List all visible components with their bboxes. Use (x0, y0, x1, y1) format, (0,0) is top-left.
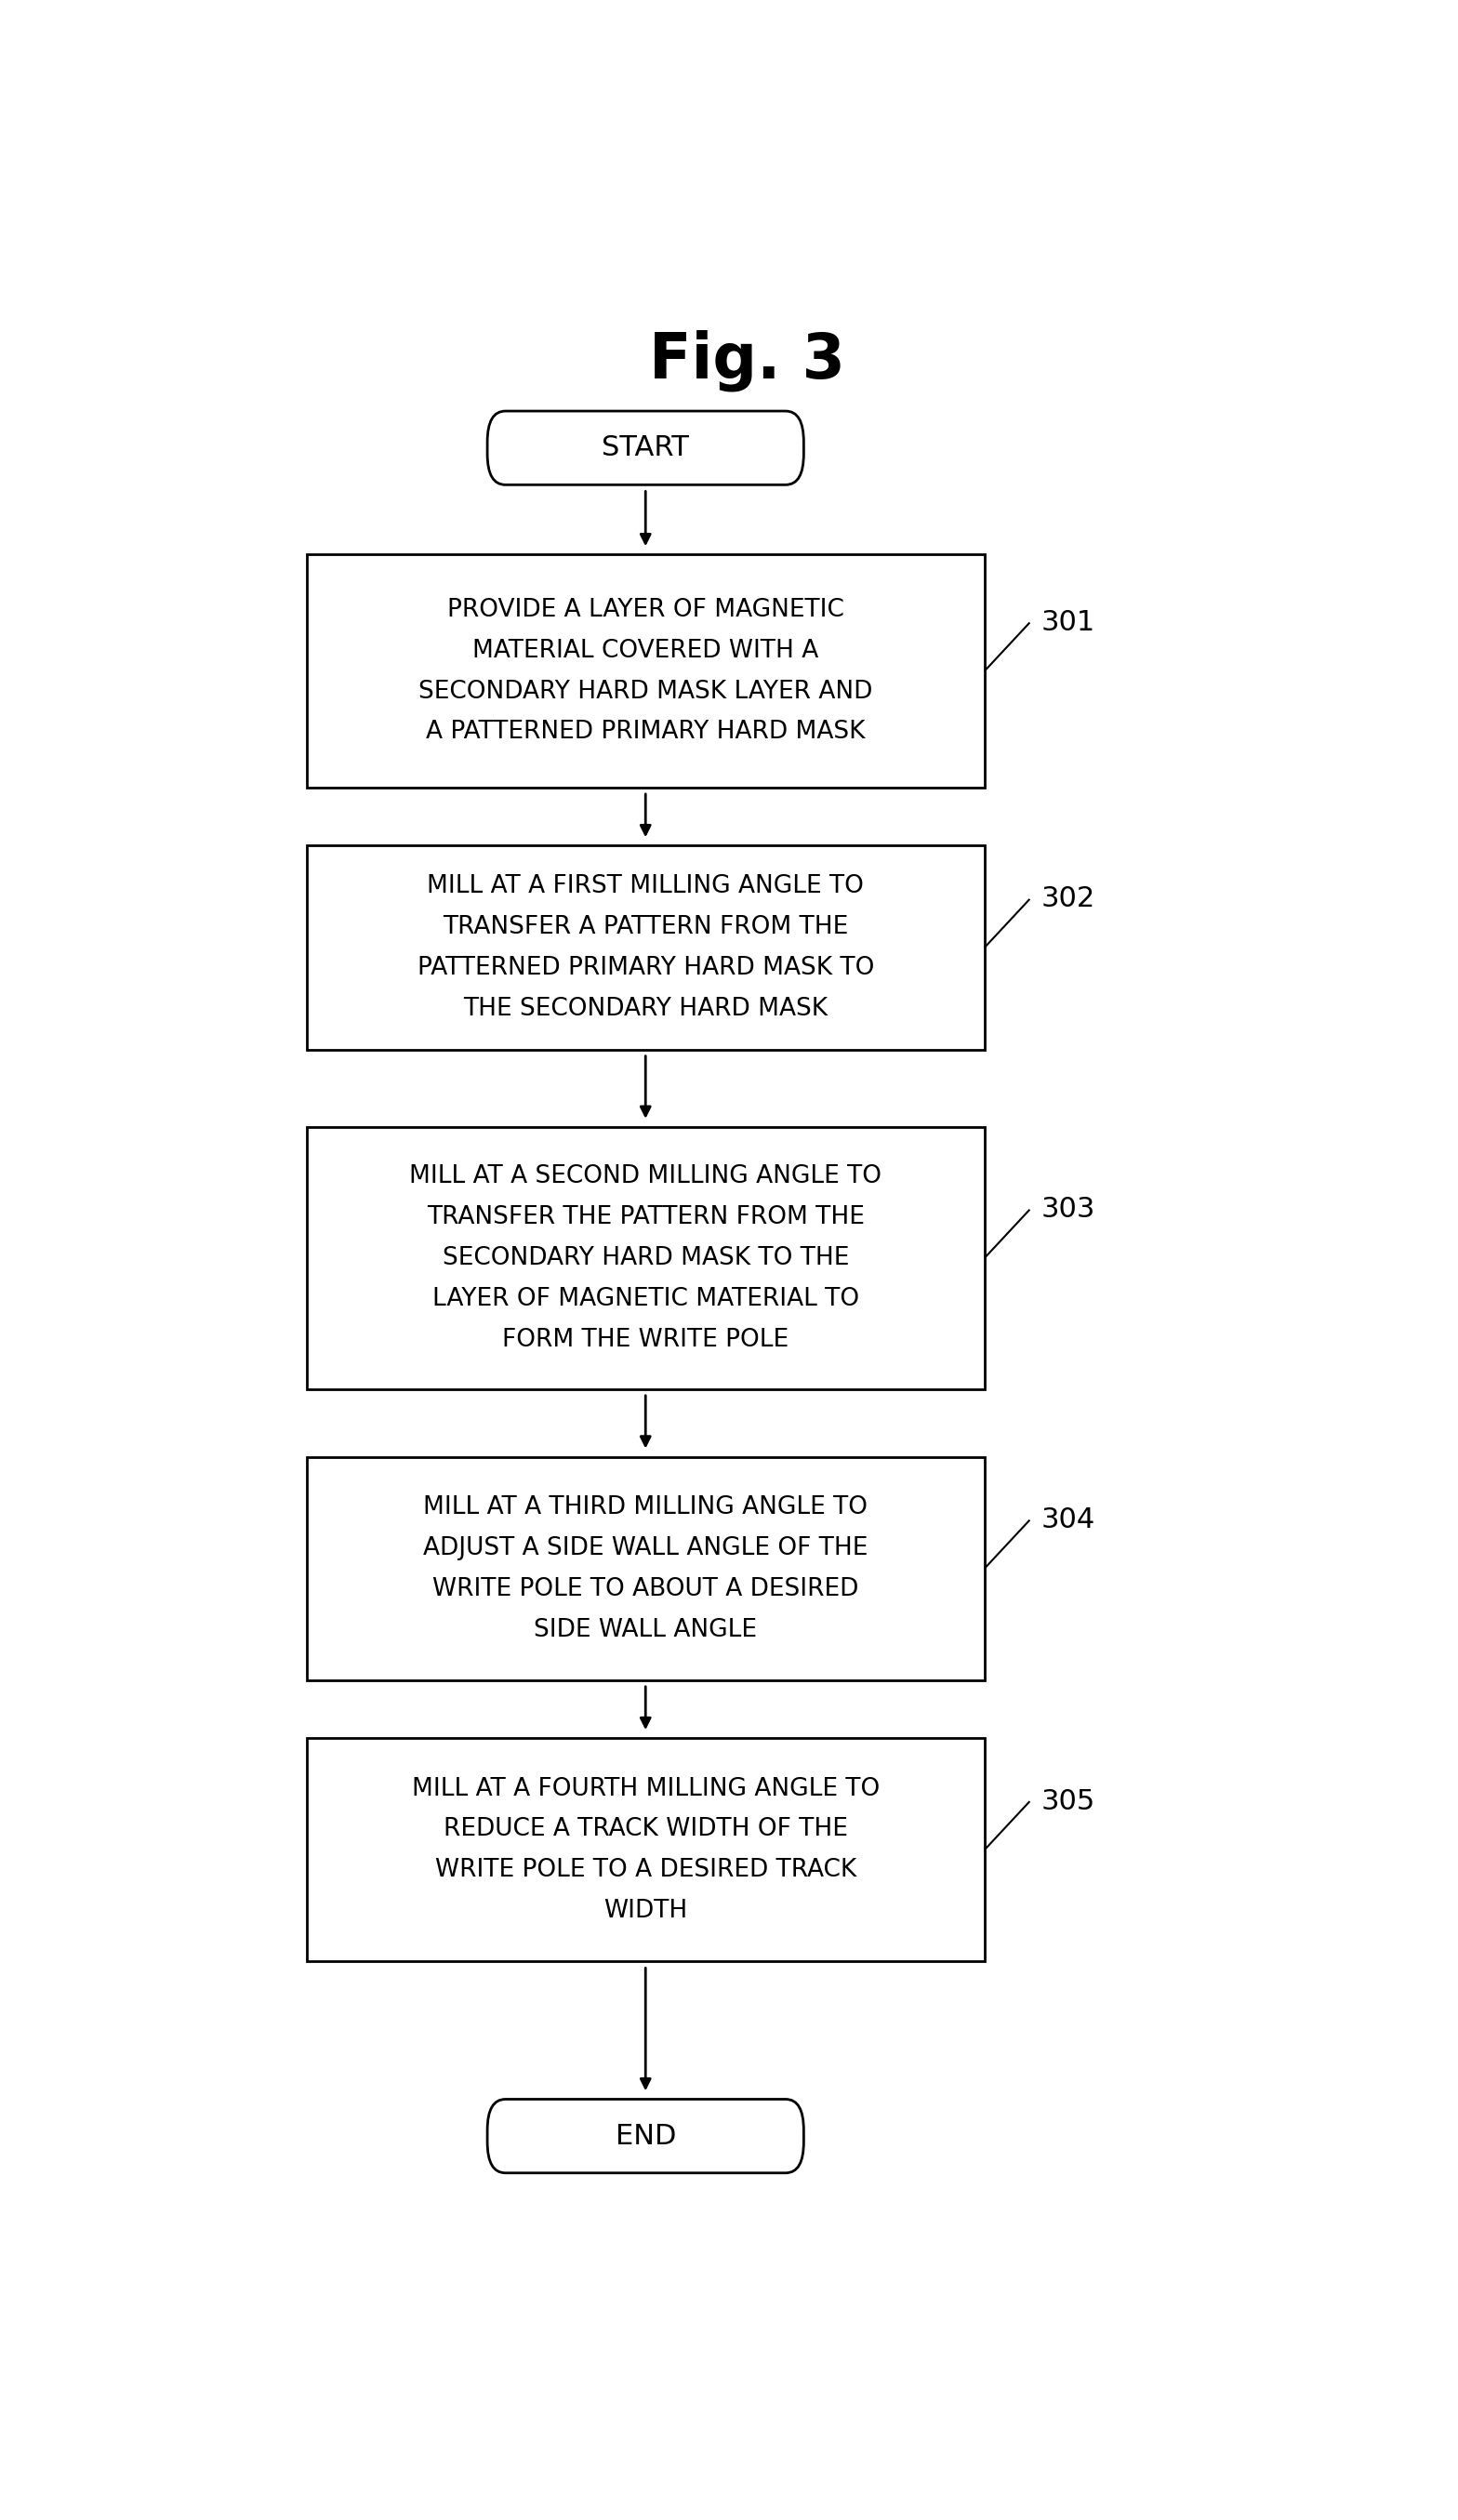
Text: WRITE POLE TO A DESIRED TRACK: WRITE POLE TO A DESIRED TRACK (434, 1857, 856, 1882)
Text: Fig. 3: Fig. 3 (649, 330, 846, 391)
Text: SECONDARY HARD MASK TO THE: SECONDARY HARD MASK TO THE (442, 1245, 849, 1270)
Text: SECONDARY HARD MASK LAYER AND: SECONDARY HARD MASK LAYER AND (418, 680, 872, 703)
Text: PATTERNED PRIMARY HARD MASK TO: PATTERNED PRIMARY HARD MASK TO (417, 955, 873, 980)
Text: WRITE POLE TO ABOUT A DESIRED: WRITE POLE TO ABOUT A DESIRED (433, 1578, 859, 1600)
Text: 304: 304 (1041, 1507, 1095, 1535)
Bar (306, 847, 984, 1048)
Bar (306, 1457, 984, 1681)
Text: 302: 302 (1041, 885, 1095, 912)
Bar (306, 1739, 984, 1961)
Text: MILL AT A THIRD MILLING ANGLE TO: MILL AT A THIRD MILLING ANGLE TO (423, 1494, 868, 1520)
Text: REDUCE A TRACK WIDTH OF THE: REDUCE A TRACK WIDTH OF THE (443, 1817, 847, 1842)
Text: LAYER OF MAGNETIC MATERIAL TO: LAYER OF MAGNETIC MATERIAL TO (432, 1288, 859, 1310)
Text: 303: 303 (1041, 1197, 1095, 1222)
Text: A PATTERNED PRIMARY HARD MASK: A PATTERNED PRIMARY HARD MASK (426, 721, 865, 743)
Text: TRANSFER A PATTERN FROM THE: TRANSFER A PATTERN FROM THE (443, 915, 849, 940)
Text: 301: 301 (1041, 610, 1095, 635)
Bar (306, 1126, 984, 1389)
Text: ADJUST A SIDE WALL ANGLE OF THE: ADJUST A SIDE WALL ANGLE OF THE (423, 1537, 868, 1560)
Text: MILL AT A FOURTH MILLING ANGLE TO: MILL AT A FOURTH MILLING ANGLE TO (411, 1777, 879, 1802)
Text: MILL AT A FIRST MILLING ANGLE TO: MILL AT A FIRST MILLING ANGLE TO (427, 874, 865, 900)
Text: FORM THE WRITE POLE: FORM THE WRITE POLE (502, 1328, 789, 1351)
Text: 305: 305 (1041, 1787, 1095, 1814)
Text: START: START (602, 433, 690, 461)
Text: WIDTH: WIDTH (604, 1900, 688, 1923)
Text: MATERIAL COVERED WITH A: MATERIAL COVERED WITH A (472, 638, 818, 663)
Text: TRANSFER THE PATTERN FROM THE: TRANSFER THE PATTERN FROM THE (427, 1205, 865, 1230)
FancyBboxPatch shape (487, 411, 803, 484)
Bar (306, 554, 984, 786)
Text: PROVIDE A LAYER OF MAGNETIC: PROVIDE A LAYER OF MAGNETIC (448, 597, 844, 622)
Text: THE SECONDARY HARD MASK: THE SECONDARY HARD MASK (464, 995, 828, 1021)
Text: END: END (615, 2122, 677, 2150)
Text: MILL AT A SECOND MILLING ANGLE TO: MILL AT A SECOND MILLING ANGLE TO (410, 1164, 882, 1189)
FancyBboxPatch shape (487, 2099, 803, 2172)
Text: SIDE WALL ANGLE: SIDE WALL ANGLE (534, 1618, 757, 1641)
